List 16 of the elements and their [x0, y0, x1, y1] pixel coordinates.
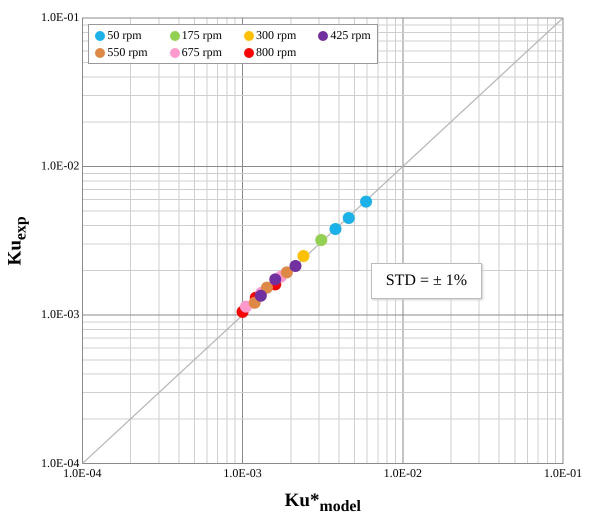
- annotation: STD = ± 1%: [370, 263, 482, 300]
- y-tick-label: 1.0E-04: [41, 456, 80, 470]
- legend-label: 550 rpm: [107, 45, 148, 60]
- x-tick-label: 1.0E-01: [544, 466, 582, 480]
- y-tick-label: 1.0E-03: [41, 307, 80, 322]
- y-tick-label: 1.0E-01: [41, 10, 80, 24]
- legend-label: 300 rpm: [256, 28, 296, 43]
- x-tick-label: 1.0E-03: [223, 466, 262, 480]
- x-tick-label: 1.0E-02: [384, 466, 422, 480]
- legend-label: 675 rpm: [182, 45, 222, 60]
- legend-label: 800 rpm: [256, 45, 296, 60]
- y-tick-label: 1.0E-02: [41, 158, 80, 173]
- legend-label: 425 rpm: [330, 28, 371, 43]
- legend-label: 175 rpm: [182, 28, 222, 43]
- legend-label: 50 rpm: [107, 28, 142, 43]
- x-axis-title: Ku*$_{model}$: [284, 490, 361, 516]
